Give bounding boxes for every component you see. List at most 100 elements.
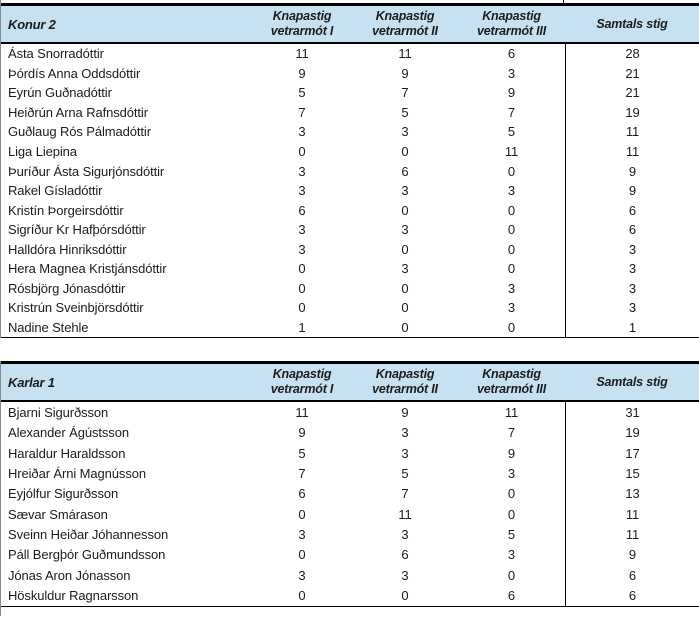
total-score: 3: [565, 298, 699, 318]
table-row: Sævar Smárason 0 11 0 11: [1, 503, 699, 525]
event-score: 3: [401, 124, 409, 140]
table-row: Heiðrún Arna Rafnsdóttir 7 5 7 19: [1, 102, 699, 123]
table-row: Alexander Ágústsson 9 3 7 19: [1, 422, 699, 443]
rider-name: Jónas Aron Jónasson: [8, 567, 131, 583]
rider-name: Guðlaug Rós Pálmadóttir: [8, 124, 151, 140]
event-score: 0: [401, 241, 409, 257]
table-row: Nadine Stehle 1 0 0 1: [1, 317, 699, 338]
total-score: 11: [565, 141, 699, 162]
total-score: 3: [565, 259, 699, 279]
event-score: 11: [398, 46, 412, 62]
total-score: 6: [565, 219, 699, 240]
rider-name: Sveinn Heiðar Jóhannesson: [8, 526, 169, 542]
event-score: 3: [298, 241, 306, 257]
total-score: 6: [565, 564, 699, 586]
event-score: 9: [401, 65, 409, 81]
rider-name: Kristín Þorgeirsdóttir: [8, 202, 124, 218]
event-score: 7: [507, 104, 516, 120]
table-row: Þuríður Ásta Sigurjónsdóttir 3 6 0 9: [1, 161, 699, 181]
rider-name: Þórdís Anna Oddsdóttir: [8, 65, 141, 81]
table-row: Haraldur Haraldsson 5 3 9 17: [1, 442, 699, 464]
event-score: 0: [298, 587, 306, 603]
event-score: 0: [401, 300, 409, 316]
total-score: 9: [565, 161, 699, 181]
rider-name: Sævar Smárason: [8, 506, 108, 522]
event-score: 7: [298, 104, 306, 120]
table-row: Eyrún Guðnadóttir 5 7 9 21: [1, 83, 699, 103]
event-score: 7: [507, 425, 516, 441]
table-row: Ásta Snorradóttir 11 11 6 28: [1, 44, 699, 64]
event-score: 9: [298, 65, 306, 81]
event-score: 6: [298, 486, 306, 502]
event-score: 6: [401, 163, 409, 179]
rider-name: Sigríður Kr Hafþórsdóttir: [8, 222, 146, 238]
column-header-knapastig-3: Knapastig vetrarmót III: [477, 367, 546, 397]
event-score: 3: [401, 222, 409, 238]
event-score: 3: [401, 261, 409, 277]
event-score: 5: [298, 445, 306, 461]
event-score: 0: [298, 144, 306, 159]
event-score: 11: [295, 404, 309, 420]
table-header-row: Karlar 1 Knapastig vetrarmót I Knapastig v…: [1, 361, 699, 403]
table-row: Rakel Gísladóttir 3 3 3 9: [1, 180, 699, 201]
table-row: Hera Magnea Kristjánsdóttir 0 3 0 3: [1, 259, 699, 279]
event-score: 0: [298, 506, 306, 522]
total-score: 31: [565, 402, 699, 423]
total-score: 13: [565, 483, 699, 504]
rider-name: Alexander Ágústsson: [8, 425, 129, 441]
table-body: Ásta Snorradóttir 11 11 6 28 Þórdís Anna Odds…: [1, 44, 699, 339]
event-score: 11: [504, 404, 519, 420]
column-header-knapastig-2: Knapastig vetrarmót II: [372, 367, 438, 397]
event-score: 0: [507, 202, 516, 218]
rider-name: Hera Magnea Kristjánsdóttir: [8, 261, 167, 277]
table-row: Jónas Aron Jónasson 3 3 0 6: [1, 564, 699, 586]
event-score: 9: [298, 425, 306, 441]
event-score: 3: [401, 526, 409, 542]
cropped-row-fragment-top: [0, 0, 699, 3]
rider-name: Páll Bergþór Guðmundsson: [8, 547, 166, 563]
event-score: 9: [507, 445, 516, 461]
table-row: Eyjólfur Sigurðsson 6 7 0 13: [1, 483, 699, 504]
rider-name: Ásta Snorradóttir: [8, 46, 104, 62]
event-score: 1: [298, 319, 306, 335]
total-score: 17: [565, 442, 699, 464]
rider-name: Nadine Stehle: [8, 319, 89, 335]
total-score: 19: [565, 422, 699, 443]
rider-name: Liga Liepina: [8, 144, 77, 159]
rider-name: Kristrún Sveinbjörsdóttir: [8, 300, 144, 316]
event-score: 3: [401, 445, 409, 461]
total-score: 15: [565, 463, 699, 484]
table-row: Liga Liepina 0 0 11 11: [1, 141, 699, 162]
event-score: 3: [507, 465, 516, 481]
table-body: Bjarni Sigurðsson 11 9 11 31 Alexander Ágústs…: [1, 402, 699, 607]
event-score: 3: [401, 183, 409, 199]
event-score: 5: [401, 104, 409, 120]
rider-name: Halldóra Hinriksdóttir: [8, 241, 127, 257]
table-row: Kristín Þorgeirsdóttir 6 0 0 6: [1, 200, 699, 220]
event-score: 6: [298, 202, 306, 218]
total-score: 11: [565, 503, 699, 525]
event-score: 3: [401, 567, 409, 583]
column-header-samtals-stig: Samtals stig: [596, 374, 668, 389]
event-score: 3: [401, 425, 409, 441]
event-score: 0: [507, 261, 516, 277]
event-score: 0: [507, 319, 516, 335]
table-row: Sigríður Kr Hafþórsdóttir 3 3 0 6: [1, 219, 699, 240]
rider-name: Rakel Gísladóttir: [8, 183, 103, 199]
event-score: 0: [401, 202, 409, 218]
event-score: 0: [507, 506, 516, 522]
event-score: 11: [398, 506, 412, 522]
event-score: 3: [298, 163, 306, 179]
event-score: 3: [507, 547, 516, 563]
rider-name: Eyjólfur Sigurðsson: [8, 486, 119, 502]
total-score: 3: [565, 239, 699, 260]
table-row: Höskuldur Ragnarsson 0 0 6 6: [1, 585, 699, 606]
event-score: 0: [401, 587, 409, 603]
total-score: 11: [565, 524, 699, 545]
column-header-knapastig-1: Knapastig vetrarmót I: [270, 367, 334, 397]
rider-name: Höskuldur Ragnarsson: [8, 587, 139, 603]
event-score: 3: [298, 124, 306, 140]
table-title: Konur 2: [8, 16, 56, 32]
event-score: 5: [507, 124, 516, 140]
